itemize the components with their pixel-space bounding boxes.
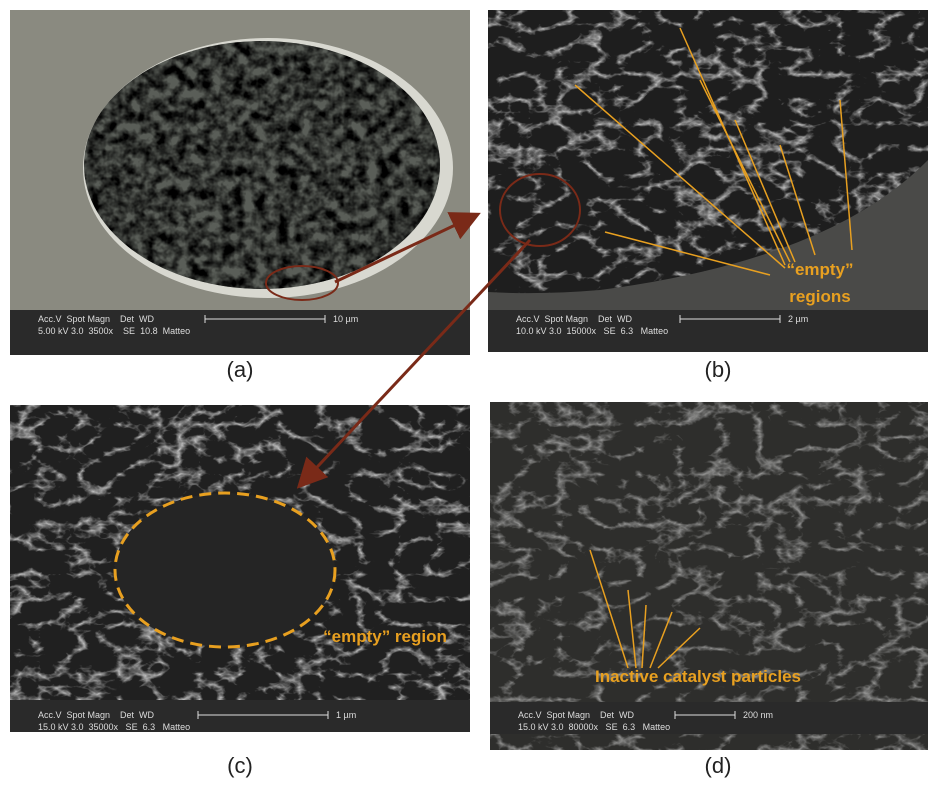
scale-label: 2 µm bbox=[788, 314, 808, 324]
panel-a bbox=[10, 10, 470, 355]
panel-label: (a) bbox=[227, 357, 254, 382]
panel-b bbox=[488, 10, 928, 352]
sem-info-values: 15.0 kV 3.0 80000x SE 6.3 Matteo bbox=[518, 722, 670, 732]
sem-info-header: Acc.V Spot Magn Det WD bbox=[38, 314, 155, 324]
annotation: “empty” bbox=[786, 260, 853, 279]
sem-info-header: Acc.V Spot Magn Det WD bbox=[516, 314, 633, 324]
panel-label: (c) bbox=[227, 753, 253, 778]
sem-info-header: Acc.V Spot Magn Det WD bbox=[518, 710, 635, 720]
sem-info-values: 15.0 kV 3.0 35000x SE 6.3 Matteo bbox=[38, 722, 190, 732]
panel-c bbox=[10, 405, 470, 732]
panel-d bbox=[490, 402, 928, 750]
panel-label: (d) bbox=[705, 753, 732, 778]
scale-label: 10 µm bbox=[333, 314, 358, 324]
annotation: regions bbox=[789, 287, 850, 306]
figure: (a) Acc.V Spot Magn Det WD 5.00 kV 3.0 350… bbox=[0, 0, 930, 785]
annotation: “empty” region bbox=[323, 627, 447, 646]
scale-label: 200 nm bbox=[743, 710, 773, 720]
panel-label: (b) bbox=[705, 357, 732, 382]
sem-info-values: 10.0 kV 3.0 15000x SE 6.3 Matteo bbox=[516, 326, 668, 336]
annotation: Inactive catalyst particles bbox=[595, 667, 801, 686]
sem-info-values: 5.00 kV 3.0 3500x SE 10.8 Matteo bbox=[38, 326, 190, 336]
sem-info-header: Acc.V Spot Magn Det WD bbox=[38, 710, 155, 720]
scale-label: 1 µm bbox=[336, 710, 356, 720]
